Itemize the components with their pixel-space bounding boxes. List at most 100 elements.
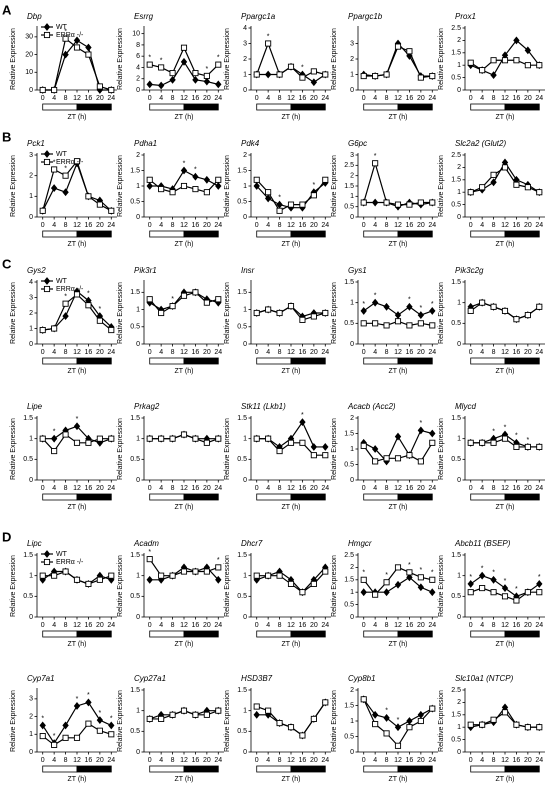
x-tick-label: 4 (52, 349, 56, 356)
x-tick-label: 16 (85, 222, 93, 229)
marker (215, 707, 222, 714)
significance-star: * (160, 57, 163, 64)
y-tick-label: 0.5 (237, 456, 247, 463)
marker (51, 572, 58, 579)
y-tick-label: 0.5 (130, 728, 140, 735)
y-tick-label: 0 (136, 477, 140, 484)
marker (192, 172, 199, 181)
y-axis-label: Relative Expression (331, 282, 338, 344)
dark-phase-bar (76, 493, 112, 501)
y-tick-label: 0.5 (23, 456, 33, 463)
marker (429, 588, 436, 597)
x-axis-label: ZT (h) (389, 641, 408, 648)
marker (467, 439, 474, 446)
chart-title: HSD3B7 (241, 674, 273, 683)
x-tick-label: 20 (96, 349, 104, 356)
marker (157, 81, 165, 90)
marker (501, 584, 509, 592)
marker (146, 575, 153, 584)
y-tick-label: 0.5 (344, 461, 354, 468)
y-tick-label: 0.5 (130, 593, 140, 600)
y-tick-label: 0 (243, 749, 247, 756)
marker (490, 303, 497, 310)
marker (394, 318, 402, 325)
y-tick-label: 0 (350, 87, 354, 94)
x-tick-label: 8 (278, 622, 282, 629)
marker (180, 182, 188, 190)
y-tick-label: 1 (457, 62, 461, 69)
marker (406, 717, 413, 725)
x-axis-label: ZT (h) (496, 368, 515, 375)
x-axis-label: ZT (h) (389, 368, 408, 375)
x-axis-label: ZT (h) (496, 114, 515, 121)
y-axis-label: Relative Expression (10, 555, 17, 617)
x-tick-label: 8 (64, 222, 68, 229)
x-tick-label: 16 (85, 622, 93, 629)
x-tick-label: 24 (214, 95, 222, 102)
x-tick-label: 12 (73, 485, 81, 492)
chart-title: Pik3c2g (455, 266, 484, 275)
x-tick-label: 12 (180, 222, 188, 229)
y-tick-label: 0 (136, 749, 140, 756)
y-axis-label: Relative Expression (331, 690, 338, 752)
y-tick-label: 1.5 (237, 415, 247, 422)
x-tick-label: 16 (513, 95, 521, 102)
marker (85, 439, 92, 446)
light-phase-bar (149, 357, 185, 365)
x-tick-label: 8 (64, 349, 68, 356)
x-tick-label: 20 (417, 222, 425, 229)
marker (203, 189, 210, 196)
x-tick-label: 0 (469, 485, 473, 492)
light-phase-bar (42, 493, 78, 501)
marker (322, 452, 329, 459)
x-tick-label: 16 (406, 622, 414, 629)
x-tick-label: 24 (535, 222, 543, 229)
marker (62, 300, 69, 307)
x-tick-label: 16 (513, 757, 521, 764)
x-tick-label: 20 (310, 222, 318, 229)
x-tick-label: 16 (85, 485, 93, 492)
marker (406, 48, 413, 55)
light-phase-bar (42, 103, 78, 111)
significance-star: * (492, 570, 495, 577)
y-axis-label: Relative Expression (331, 418, 338, 480)
marker (146, 715, 153, 722)
legend-label: ERRα -/- (56, 32, 84, 39)
x-tick-label: 20 (524, 757, 532, 764)
y-tick-label: 1 (457, 300, 461, 307)
y-axis-label: Relative Expression (438, 28, 445, 90)
marker (39, 572, 46, 579)
y-axis-label: Relative Expression (438, 555, 445, 617)
x-tick-label: 24 (535, 95, 543, 102)
marker (406, 573, 413, 582)
x-tick-label: 12 (287, 485, 295, 492)
marker (253, 71, 260, 78)
y-tick-label: 1 (457, 724, 461, 731)
marker (299, 439, 306, 446)
significance-star: * (41, 715, 44, 722)
chart-title: Gys1 (348, 266, 367, 275)
y-tick-label: 20 (25, 51, 33, 58)
y-tick-label: 0 (457, 87, 461, 94)
x-tick-label: 16 (299, 485, 307, 492)
significance-star: * (538, 574, 541, 581)
x-tick-label: 12 (501, 622, 509, 629)
legend-marker (43, 23, 51, 31)
y-axis-label: Relative Expression (438, 418, 445, 480)
x-tick-label: 12 (180, 95, 188, 102)
marker (203, 72, 210, 79)
x-tick-label: 12 (501, 757, 509, 764)
y-tick-label: 0 (29, 214, 33, 221)
y-tick-label: 0 (243, 477, 247, 484)
y-tick-label: 2.5 (344, 552, 354, 559)
panel-label: B (2, 129, 11, 144)
marker (417, 717, 424, 725)
x-tick-label: 20 (310, 622, 318, 629)
marker (158, 309, 165, 317)
y-tick-label: 0.5 (344, 733, 354, 740)
y-tick-label: 0.5 (451, 593, 461, 600)
y-axis-label: Relative Expression (10, 690, 17, 752)
marker (62, 431, 69, 438)
x-tick-label: 0 (469, 622, 473, 629)
significance-star: * (301, 64, 304, 71)
